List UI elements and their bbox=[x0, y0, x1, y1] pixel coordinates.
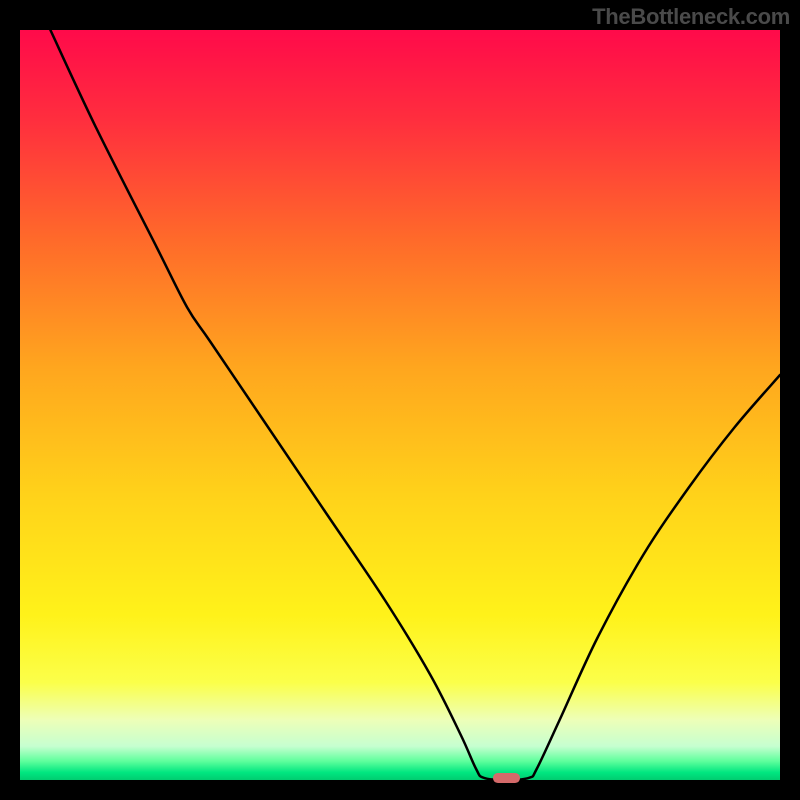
watermark-text: TheBottleneck.com bbox=[592, 4, 790, 30]
curve-path bbox=[50, 30, 780, 780]
optimal-point-marker bbox=[493, 773, 520, 783]
bottleneck-curve bbox=[20, 30, 780, 780]
chart-container: TheBottleneck.com bbox=[0, 0, 800, 800]
plot-area bbox=[20, 30, 780, 780]
